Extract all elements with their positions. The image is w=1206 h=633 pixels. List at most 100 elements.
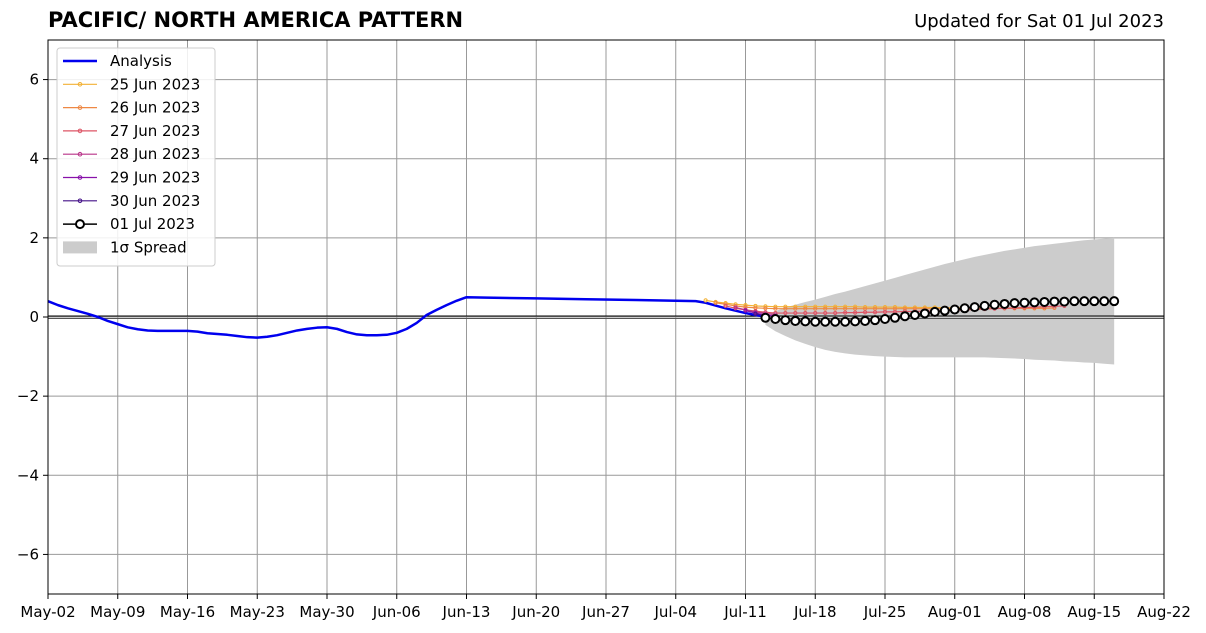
chart-title: PACIFIC/ NORTH AMERICA PATTERN [48, 8, 464, 32]
legend-label: 28 Jun 2023 [110, 145, 200, 163]
latest-forecast-point [1009, 298, 1020, 309]
legend-item: 25 Jun 2023 [63, 75, 200, 93]
legend-marker [77, 151, 83, 157]
legend-item: Analysis [63, 52, 172, 70]
legend-marker [77, 82, 83, 87]
forecast-point [713, 300, 718, 305]
legend-item: 29 Jun 2023 [63, 169, 200, 187]
legend-box [56, 47, 216, 267]
x-tick-label: Aug-08 [998, 603, 1052, 621]
latest-forecast-point [850, 316, 861, 327]
legend-item: 30 Jun 2023 [63, 192, 200, 210]
latest-forecast-point [1089, 296, 1100, 307]
latest-forecast-point [909, 310, 920, 321]
latest-forecast-point [1019, 297, 1030, 308]
latest-forecast-point [979, 300, 990, 311]
legend-marker [77, 105, 83, 110]
latest-forecast-point [860, 315, 871, 326]
latest-forecast-point [899, 311, 910, 322]
latest-forecast-point [760, 312, 771, 323]
latest-forecast-point [989, 299, 1000, 310]
forecast-point [803, 310, 808, 316]
latest-forecast-point [840, 316, 851, 327]
forecast-line [745, 310, 776, 317]
updated-date: Updated for Sat 01 Jul 2023 [914, 11, 1164, 32]
legend-marker [75, 219, 85, 230]
latest-forecast-point [810, 316, 821, 327]
x-tick-label: May-23 [230, 603, 285, 621]
latest-forecast-point [929, 306, 940, 317]
latest-forecast-point [1039, 296, 1050, 307]
forecast-point [783, 310, 788, 316]
legend-label: 27 Jun 2023 [110, 122, 200, 140]
legend-label: 30 Jun 2023 [110, 192, 200, 210]
legend: Analysis 25 Jun 2023 26 Jun 2023 27 Jun 202… [56, 47, 216, 267]
legend-label: 25 Jun 2023 [110, 75, 200, 93]
latest-forecast-point [1049, 296, 1060, 307]
forecast-point [763, 306, 768, 311]
legend-swatch [63, 241, 97, 254]
y-tick-label: −4 [17, 466, 39, 484]
legend-marker [77, 175, 83, 180]
latest-forecast-point [959, 303, 970, 314]
x-tick-label: Jun-06 [372, 603, 421, 621]
latest-forecast-point [969, 302, 980, 313]
legend-label: 29 Jun 2023 [110, 169, 200, 187]
y-tick-label: 6 [29, 71, 39, 89]
latest-forecast-point [1059, 296, 1070, 307]
forecast-point [853, 306, 858, 311]
latest-forecast-point [780, 315, 791, 326]
y-tick-label: 0 [29, 308, 39, 326]
legend-label: 01 Jul 2023 [110, 215, 195, 233]
latest-forecast-point [889, 312, 900, 323]
x-tick-label: Jun-20 [511, 603, 560, 621]
x-tick-label: Jun-13 [442, 603, 491, 621]
latest-forecast-point [1079, 296, 1090, 307]
legend-label: 1σ Spread [110, 238, 187, 256]
forecast-point [813, 306, 818, 311]
legend-item: 26 Jun 2023 [63, 99, 200, 117]
forecast-point [793, 306, 798, 311]
forecast-point [843, 306, 848, 311]
forecast-point [823, 306, 828, 311]
x-tick-label: Jul-04 [653, 603, 697, 621]
x-tick-label: Aug-22 [1137, 603, 1191, 621]
x-tick-label: May-16 [160, 603, 215, 621]
legend-item: 01 Jul 2023 [63, 215, 195, 233]
latest-forecast-point [790, 315, 801, 326]
latest-forecast-point [870, 315, 881, 326]
latest-forecast-point [949, 304, 960, 315]
latest-forecast-point [830, 316, 841, 327]
legend-marker [77, 198, 83, 204]
forecast-point [783, 306, 788, 311]
x-tick-label: May-09 [90, 603, 145, 621]
forecast-point [793, 310, 798, 316]
latest-forecast-point [1099, 296, 1110, 307]
legend-label: Analysis [110, 52, 172, 70]
analysis-line [47, 295, 766, 339]
forecast-point [843, 310, 848, 315]
forecast-point [813, 310, 818, 316]
latest-forecast-point [1029, 297, 1040, 308]
legend-item: 1σ Spread [63, 238, 187, 256]
forecast-line [725, 305, 1065, 314]
forecast-point [743, 308, 748, 313]
latest-forecast-point [999, 298, 1010, 309]
forecast-point [773, 306, 778, 311]
x-tick-label: May-30 [299, 603, 354, 621]
forecast-point [723, 303, 728, 309]
x-tick-label: Jul-18 [793, 603, 837, 621]
spread-band [765, 237, 1115, 365]
legend-item: 27 Jun 2023 [63, 122, 200, 140]
latest-forecast-point [800, 316, 811, 327]
forecast-point [882, 309, 888, 314]
x-tick-label: Aug-15 [1067, 603, 1121, 621]
y-tick-label: −2 [17, 387, 39, 405]
y-tick-label: −6 [17, 545, 39, 563]
latest-forecast-point [919, 308, 930, 319]
forecast-point [803, 306, 808, 311]
y-tick-label: 4 [29, 150, 39, 168]
x-tick-label: Jul-25 [863, 603, 907, 621]
forecast-point [833, 306, 838, 311]
